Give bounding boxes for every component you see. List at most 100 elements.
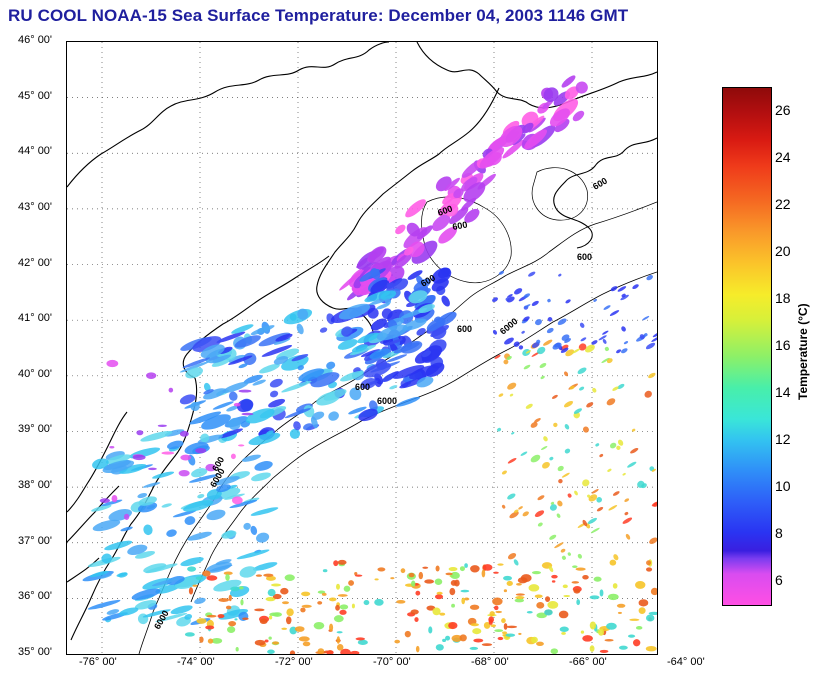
sst-patch [227, 626, 236, 633]
sst-patch [589, 645, 595, 652]
sst-patch [414, 617, 419, 622]
bathymetry-label: 600 [577, 252, 592, 262]
sst-patch [492, 297, 498, 302]
sst-patch [336, 636, 341, 644]
sst-patch [185, 367, 203, 379]
sst-patch [563, 595, 571, 598]
sst-patch [638, 599, 649, 607]
sst-patch [164, 429, 185, 437]
sst-patch [221, 530, 237, 539]
sst-patch [238, 363, 248, 369]
sst-patch [524, 129, 547, 150]
sst-patch [586, 402, 594, 408]
sst-patch [167, 440, 184, 450]
sst-patch [240, 599, 244, 606]
sst-patch [127, 544, 148, 556]
sst-patch [392, 278, 409, 291]
sst-patch [297, 308, 309, 320]
sst-patch [481, 569, 486, 578]
sst-patch [638, 607, 646, 614]
sst-patch [340, 370, 364, 382]
sst-patch [228, 354, 246, 364]
bathymetry-label: 600 [436, 203, 454, 218]
sst-patch [549, 504, 557, 511]
sst-patch [542, 461, 550, 469]
sst-patch [326, 361, 336, 370]
sst-patch [473, 638, 484, 643]
sst-patch [551, 574, 558, 579]
sst-patch [567, 493, 572, 498]
sst-patch [265, 575, 276, 581]
sst-patch [445, 203, 459, 217]
sst-patch [599, 453, 604, 458]
sst-patch [319, 327, 328, 333]
sst-patch [513, 341, 520, 347]
sst-patch [596, 497, 602, 503]
sst-patch [528, 271, 536, 277]
sst-patch [289, 650, 296, 654]
sst-patch [408, 290, 428, 304]
sst-patch [451, 634, 463, 642]
sst-patch [415, 590, 421, 596]
sst-patch [629, 618, 640, 621]
bathymetry-label: 600 [355, 382, 370, 392]
sst-patch [642, 315, 650, 321]
sst-patch [507, 294, 513, 298]
sst-patch [564, 401, 574, 408]
sst-patch [228, 621, 237, 627]
sst-patch [214, 476, 240, 486]
sst-patch [587, 517, 598, 525]
colorbar-tick: 8 [775, 524, 783, 541]
sst-patch [145, 563, 178, 574]
sst-patch [404, 246, 414, 256]
sst-patch [572, 565, 578, 569]
sst-patch [395, 396, 421, 407]
sst-patch [494, 354, 501, 359]
sst-patch [254, 608, 265, 612]
sst-patch [599, 649, 609, 653]
sst-patch [499, 125, 523, 147]
sst-patch [328, 597, 337, 602]
sst-patch [137, 613, 149, 625]
sst-patch [549, 108, 570, 127]
sst-patch [211, 358, 232, 367]
sst-patch [179, 361, 210, 373]
sst-patch [616, 603, 626, 608]
sst-patch [206, 575, 218, 581]
colorbar-tick: 18 [775, 289, 791, 306]
sst-patch [546, 327, 554, 334]
sst-patch [503, 359, 509, 365]
sst-patch [579, 322, 585, 328]
sst-patch [302, 423, 313, 430]
sst-patch [507, 382, 517, 390]
sst-patch [507, 458, 517, 464]
sst-patch [226, 405, 239, 412]
sst-patch [413, 278, 431, 291]
sst-patch [339, 269, 364, 291]
sst-patch [432, 607, 441, 616]
sst-patch [582, 479, 590, 487]
sst-patch [549, 534, 557, 540]
sst-patch [422, 566, 429, 569]
sst-patch [470, 565, 480, 573]
sst-patch [188, 474, 219, 483]
sst-patch [442, 638, 447, 643]
sst-patch [317, 590, 326, 594]
sst-patch [272, 641, 279, 645]
sst-patch [651, 336, 657, 342]
sst-patch [102, 460, 135, 474]
sst-patch [233, 402, 241, 407]
sst-patch [225, 573, 230, 581]
sst-patch [328, 411, 339, 421]
sst-patch [370, 268, 381, 280]
sst-patch [506, 296, 515, 303]
sst-patch [589, 621, 597, 630]
bathymetry-label: 6000 [498, 316, 520, 337]
sst-patch [386, 354, 408, 363]
sst-patch [206, 561, 232, 573]
sst-patch [335, 604, 340, 611]
sst-patch [501, 618, 506, 624]
sst-patch [90, 570, 109, 578]
sst-patch [580, 337, 587, 342]
